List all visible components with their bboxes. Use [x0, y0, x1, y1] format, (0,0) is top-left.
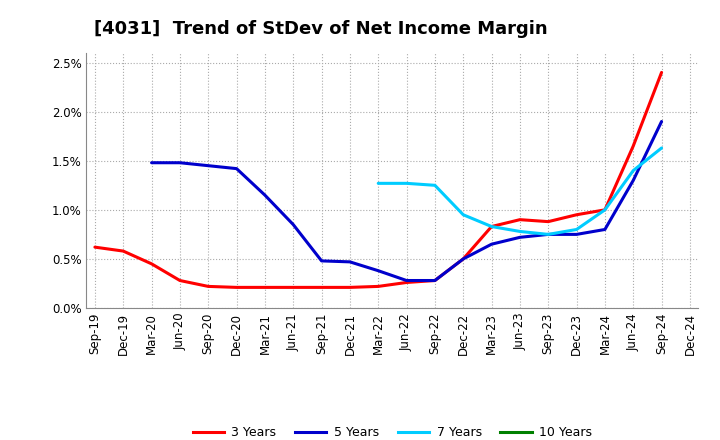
5 Years — [459, 256, 467, 261]
5 Years — [176, 160, 184, 165]
3 Years — [289, 285, 297, 290]
3 Years — [516, 217, 524, 222]
3 Years — [374, 284, 382, 289]
3 Years — [91, 245, 99, 250]
5 Years — [431, 278, 439, 283]
5 Years — [261, 192, 269, 198]
3 Years — [431, 278, 439, 283]
7 Years — [374, 181, 382, 186]
5 Years — [346, 259, 354, 264]
3 Years — [629, 143, 637, 149]
Line: 5 Years: 5 Years — [152, 121, 662, 281]
5 Years — [657, 119, 666, 124]
3 Years — [176, 278, 184, 283]
7 Years — [402, 181, 411, 186]
3 Years — [544, 219, 552, 224]
5 Years — [374, 268, 382, 273]
7 Years — [544, 232, 552, 237]
5 Years — [289, 222, 297, 227]
5 Years — [544, 232, 552, 237]
3 Years — [402, 280, 411, 285]
7 Years — [657, 145, 666, 150]
3 Years — [572, 212, 581, 217]
5 Years — [148, 160, 156, 165]
7 Years — [516, 229, 524, 234]
3 Years — [487, 224, 496, 229]
5 Years — [629, 178, 637, 183]
5 Years — [600, 227, 609, 232]
3 Years — [204, 284, 212, 289]
7 Years — [459, 212, 467, 217]
3 Years — [261, 285, 269, 290]
7 Years — [572, 227, 581, 232]
Text: [4031]  Trend of StDev of Net Income Margin: [4031] Trend of StDev of Net Income Marg… — [94, 20, 547, 38]
3 Years — [318, 285, 326, 290]
5 Years — [233, 166, 241, 171]
7 Years — [487, 224, 496, 229]
5 Years — [572, 232, 581, 237]
5 Years — [487, 242, 496, 247]
Line: 3 Years: 3 Years — [95, 73, 662, 287]
Legend: 3 Years, 5 Years, 7 Years, 10 Years: 3 Years, 5 Years, 7 Years, 10 Years — [188, 422, 597, 440]
7 Years — [629, 168, 637, 173]
3 Years — [346, 285, 354, 290]
3 Years — [233, 285, 241, 290]
5 Years — [402, 278, 411, 283]
Line: 7 Years: 7 Years — [378, 148, 662, 235]
3 Years — [148, 261, 156, 267]
7 Years — [600, 207, 609, 213]
7 Years — [431, 183, 439, 188]
5 Years — [204, 163, 212, 169]
3 Years — [600, 207, 609, 213]
5 Years — [318, 258, 326, 264]
3 Years — [459, 256, 467, 261]
3 Years — [119, 249, 127, 254]
5 Years — [516, 235, 524, 240]
3 Years — [657, 70, 666, 75]
